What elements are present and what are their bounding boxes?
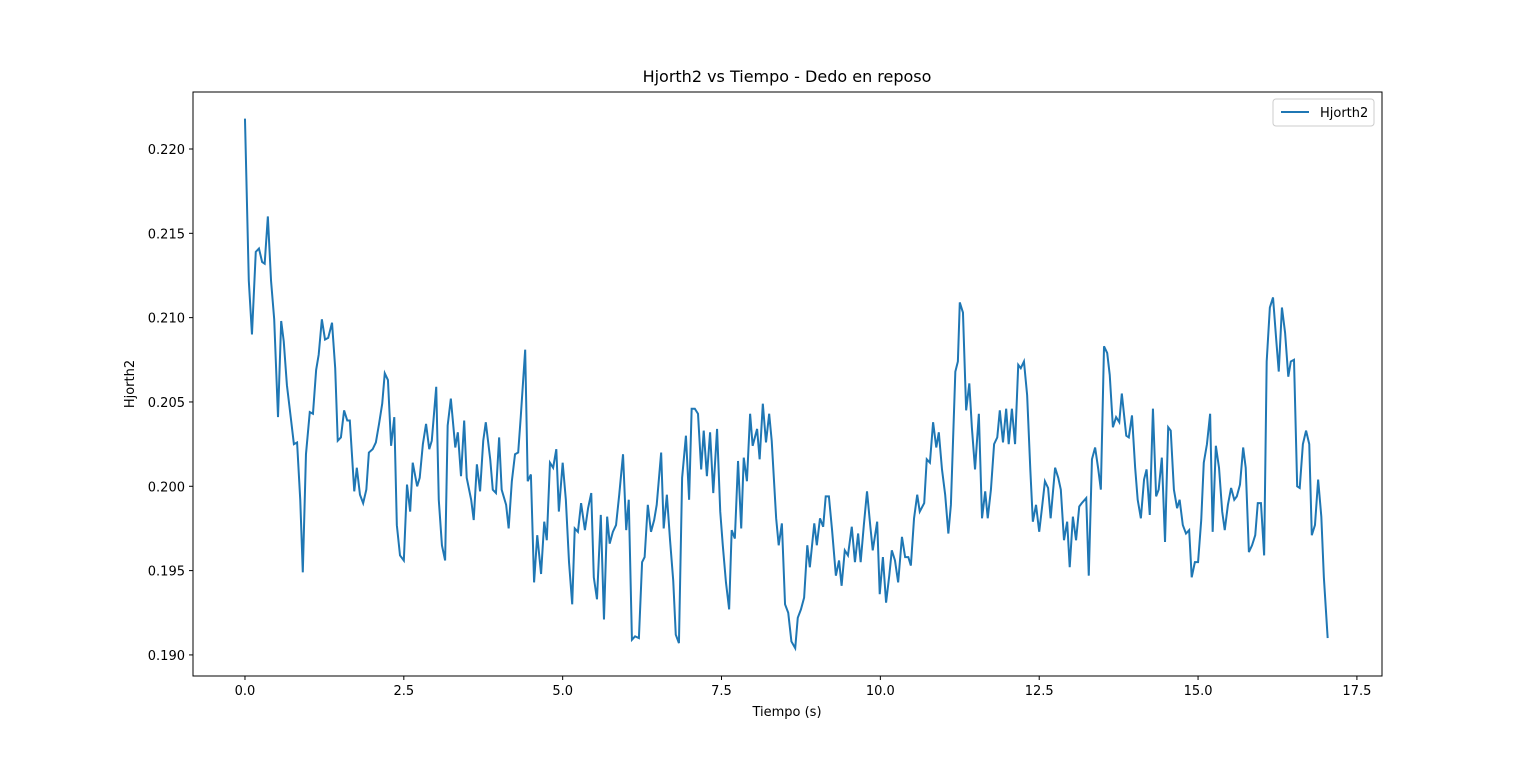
y-tick-label: 0.220 (148, 143, 185, 158)
plot-frame (192, 91, 1383, 677)
x-tick-label: 10.0 (866, 684, 895, 699)
x-tick-label: 2.5 (393, 684, 414, 699)
y-tick-label: 0.215 (148, 227, 185, 242)
y-tick-label: 0.195 (148, 565, 185, 580)
x-axis-label: Tiempo (s) (751, 705, 821, 720)
y-tick-label: 0.190 (148, 649, 185, 664)
x-tick-label: 15.0 (1184, 684, 1213, 699)
y-tick-label: 0.200 (148, 480, 185, 495)
chart-title: Hjorth2 vs Tiempo - Dedo en reposo (643, 67, 932, 86)
y-tick-label: 0.205 (148, 396, 185, 411)
x-tick-label: 0.0 (235, 684, 256, 699)
legend-box (1272, 98, 1375, 127)
x-tick-label: 7.5 (711, 684, 732, 699)
legend-label: Hjorth2 (1320, 106, 1368, 121)
data-line (243, 118, 1329, 652)
x-tick-label: 17.5 (1342, 684, 1371, 699)
x-tick-label: 5.0 (552, 684, 573, 699)
x-tick-label: 12.5 (1025, 684, 1054, 699)
y-tick-label: 0.210 (148, 312, 185, 327)
y-axis-label: Hjorth2 (123, 360, 138, 408)
